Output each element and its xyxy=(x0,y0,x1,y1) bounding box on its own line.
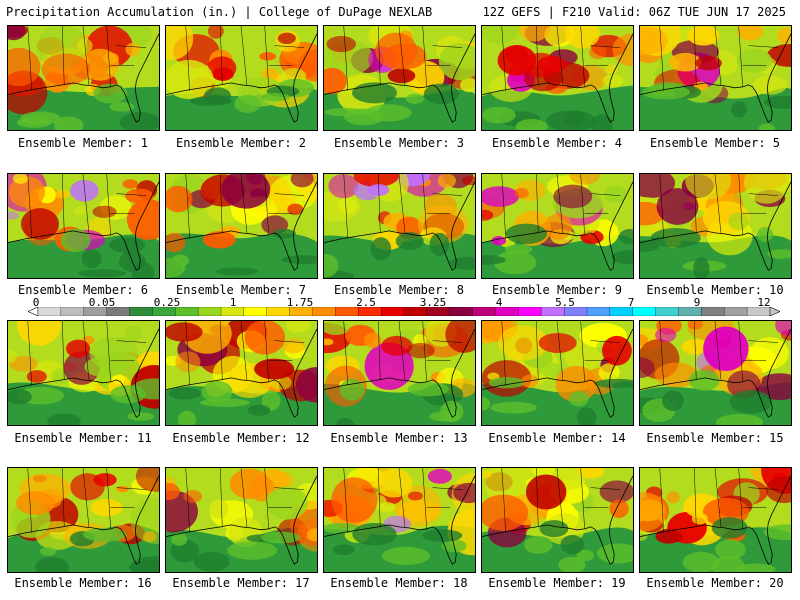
ensemble-member-map-19 xyxy=(481,467,634,573)
ensemble-member-map-18 xyxy=(323,467,476,573)
ensemble-member-label: Ensemble Member: 9 xyxy=(491,283,623,297)
colorbar-tick-label: 0 xyxy=(32,296,40,309)
colorbar-swatch xyxy=(380,307,405,316)
colorbar-swatch xyxy=(197,307,222,316)
colorbar-swatch xyxy=(335,307,359,316)
colorbar-swatch xyxy=(701,307,725,316)
colorbar-tick-label: 5.5 xyxy=(555,296,575,309)
ensemble-member-map-14 xyxy=(481,320,634,426)
precipitation-colorbar xyxy=(28,307,780,316)
colorbar-tick-label: 12 xyxy=(757,296,771,309)
colorbar-swatch xyxy=(449,307,473,316)
colorbar-tick-label: 0.25 xyxy=(153,296,181,309)
ensemble-member-map-3 xyxy=(323,25,476,131)
ensemble-member-label: Ensemble Member: 20 xyxy=(646,576,784,590)
ensemble-member-label: Ensemble Member: 15 xyxy=(646,431,784,445)
colorbar-swatch xyxy=(518,307,542,316)
colorbar-swatch xyxy=(586,307,611,316)
colorbar-tick-label: 0.05 xyxy=(88,296,116,309)
ensemble-member-label: Ensemble Member: 17 xyxy=(172,576,310,590)
colorbar-tick-label: 7 xyxy=(627,296,635,309)
colorbar-swatch xyxy=(655,307,679,316)
ensemble-member-map-1 xyxy=(7,25,160,131)
ensemble-member-label: Ensemble Member: 8 xyxy=(333,283,465,297)
map-title: Precipitation Accumulation (in.) | Colle… xyxy=(6,5,433,19)
ensemble-member-label: Ensemble Member: 5 xyxy=(649,136,781,150)
colorbar-tick-label: 4 xyxy=(495,296,503,309)
ensemble-member-map-16 xyxy=(7,467,160,573)
colorbar-swatch xyxy=(632,307,656,316)
colorbar-tick-label: 9 xyxy=(693,296,701,309)
colorbar-swatch xyxy=(60,307,85,316)
ensemble-member-map-8 xyxy=(323,173,476,279)
ensemble-member-label: Ensemble Member: 6 xyxy=(17,283,149,297)
ensemble-member-label: Ensemble Member: 12 xyxy=(172,431,310,445)
ensemble-member-map-2 xyxy=(165,25,318,131)
ensemble-member-label: Ensemble Member: 2 xyxy=(175,136,307,150)
ensemble-member-map-20 xyxy=(639,467,792,573)
ensemble-member-map-7 xyxy=(165,173,318,279)
ensemble-member-label: Ensemble Member: 10 xyxy=(646,283,784,297)
ensemble-member-map-10 xyxy=(639,173,792,279)
colorbar-right-arrow xyxy=(769,307,780,316)
colorbar-tick-label: 1 xyxy=(229,296,237,309)
model-run-valid-time: 12Z GEFS | F210 Valid: 06Z TUE JUN 17 20… xyxy=(482,5,786,19)
ensemble-member-map-4 xyxy=(481,25,634,131)
colorbar-swatch xyxy=(724,307,748,316)
ensemble-member-map-9 xyxy=(481,173,634,279)
colorbar-swatch xyxy=(243,307,268,316)
colorbar-tick-label: 3.25 xyxy=(419,296,447,309)
ensemble-member-label: Ensemble Member: 3 xyxy=(333,136,465,150)
ensemble-member-map-12 xyxy=(165,320,318,426)
ensemble-member-label: Ensemble Member: 18 xyxy=(330,576,468,590)
ensemble-member-label: Ensemble Member: 16 xyxy=(14,576,152,590)
ensemble-member-map-15 xyxy=(639,320,792,426)
colorbar-swatch xyxy=(472,307,496,316)
colorbar-swatch xyxy=(37,307,62,316)
ensemble-member-label: Ensemble Member: 19 xyxy=(488,576,626,590)
ensemble-member-label: Ensemble Member: 13 xyxy=(330,431,468,445)
ensemble-member-label: Ensemble Member: 1 xyxy=(17,136,149,150)
ensemble-member-label: Ensemble Member: 7 xyxy=(175,283,307,297)
ensemble-member-map-11 xyxy=(7,320,160,426)
ensemble-member-map-17 xyxy=(165,467,318,573)
ensemble-member-map-13 xyxy=(323,320,476,426)
colorbar-tick-label: 2.5 xyxy=(356,296,376,309)
ensemble-member-map-5 xyxy=(639,25,792,131)
colorbar-swatch xyxy=(129,307,153,316)
colorbar-tick-label: 1.75 xyxy=(286,296,314,309)
ensemble-member-label: Ensemble Member: 11 xyxy=(14,431,152,445)
ensemble-member-map-6 xyxy=(7,173,160,279)
ensemble-member-label: Ensemble Member: 4 xyxy=(491,136,623,150)
ensemble-member-label: Ensemble Member: 14 xyxy=(488,431,626,445)
colorbar-swatch xyxy=(312,307,336,316)
